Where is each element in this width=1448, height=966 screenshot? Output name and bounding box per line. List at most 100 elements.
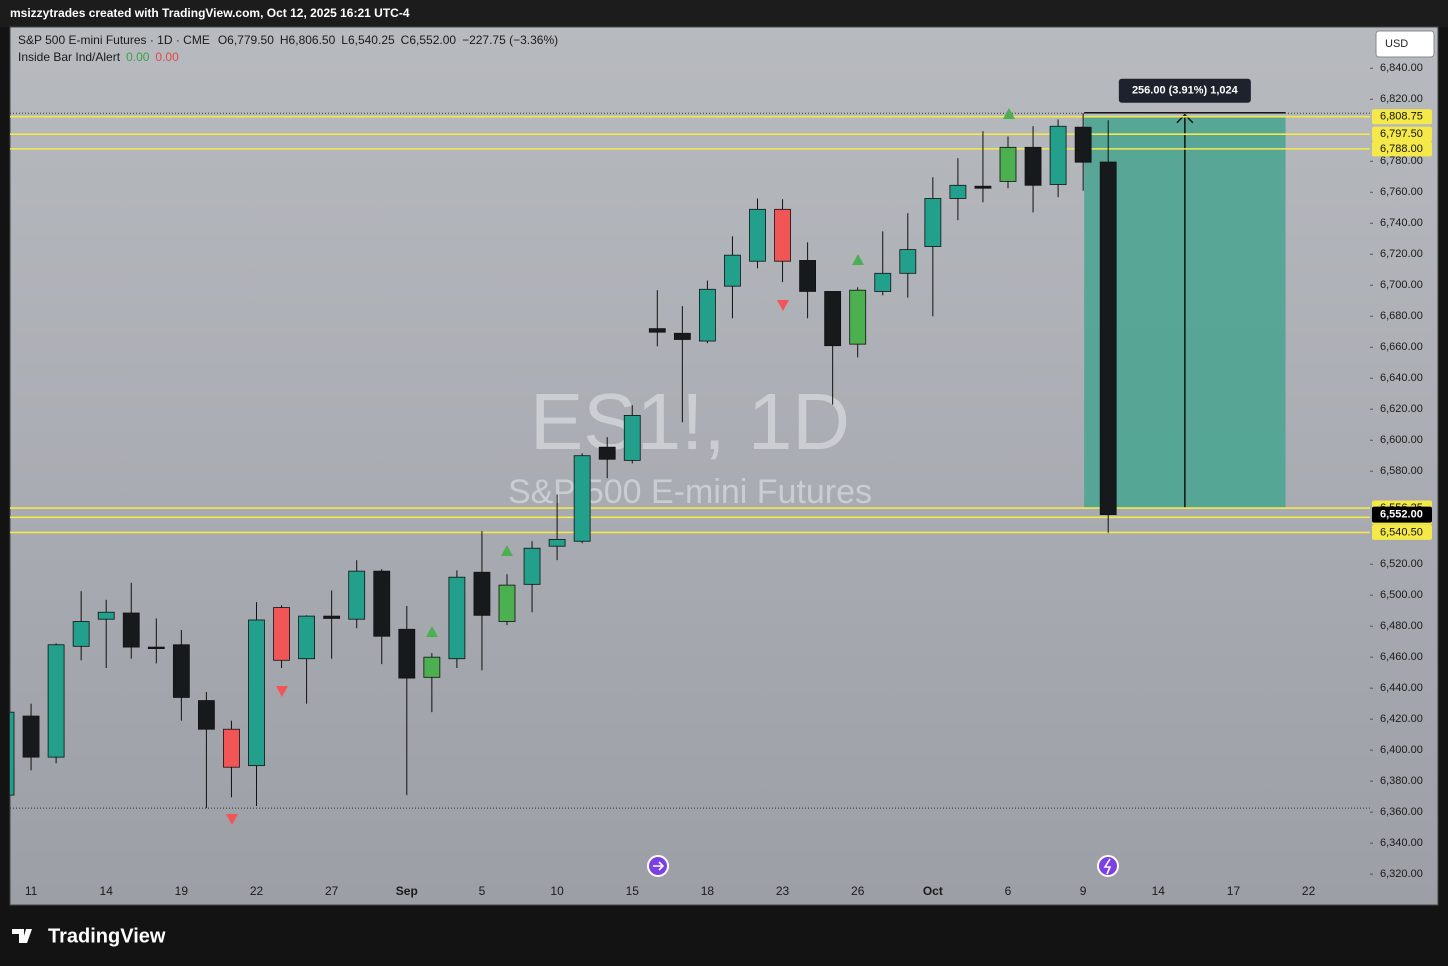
x-tick-label: 17 [1227,884,1241,898]
y-tick-label: 6,320.00 [1380,868,1423,880]
y-tick-label: 6,840.00 [1380,62,1423,74]
candle-body [423,656,441,678]
x-tick-label: 23 [776,884,790,898]
y-tick-label: 6,380.00 [1380,775,1423,787]
y-tick-label: 6,820.00 [1380,93,1423,105]
x-tick-label: 22 [1302,884,1316,898]
y-tick-label: 6,720.00 [1380,248,1423,260]
y-tick-label: 6,600.00 [1380,434,1423,446]
candle-body [1049,125,1067,185]
indicator-name: Inside Bar Ind/Alert [18,50,121,64]
ohlc-high: H6,806.50 [280,33,336,47]
y-tick-label: 6,480.00 [1380,620,1423,632]
ohlc-change: −227.75 (−3.36%) [462,33,558,47]
sell-signal [276,686,288,697]
event-icons [647,855,1119,877]
level-label: 6,808.75 [1380,111,1423,123]
x-tick-label: 15 [626,884,640,898]
y-tick-label: 6,340.00 [1380,837,1423,849]
candle-body [273,607,290,661]
candle-body [1024,146,1042,186]
candle-body [548,538,566,547]
y-tick-label: 6,420.00 [1380,713,1423,725]
y-tick-label: 6,680.00 [1380,310,1423,322]
last-price-box [1372,506,1432,523]
candle-body [10,711,15,796]
y-tick-label: 6,740.00 [1380,217,1423,229]
ohlc-open: O6,779.50 [218,33,274,47]
y-tick-label: 6,400.00 [1380,744,1423,756]
x-tick-label: 27 [325,884,339,898]
banner: msizzytrades created with TradingView.co… [10,6,410,20]
price-axis: 6,840.00 6,820.00 6,780.00 6,760.00 6,740.00… [1370,62,1432,880]
candle-body [974,185,992,189]
top-bar [0,0,1448,27]
indicator-info: Inside Bar Ind/Alert 0.00 0.00 [18,50,179,64]
candle-body [849,289,867,345]
buy-signal [852,254,864,265]
x-tick-label: Sep [396,884,418,898]
candle-body [373,570,391,637]
candle-body [799,260,816,292]
candle-body [72,621,90,647]
x-tick-label: 14 [1152,884,1166,898]
x-tick-label: 22 [250,884,264,898]
x-tick-label: 6 [1005,884,1012,898]
currency-button[interactable] [1375,30,1435,58]
watermark-symbol: ES1!, 1D [530,377,850,466]
candle-body [122,612,140,648]
candle-body [1099,161,1117,515]
y-tick-label: 6,780.00 [1380,155,1423,167]
position-label: 256.00 (3.91%) 1,024 [1132,85,1239,97]
x-tick-label: 9 [1080,884,1087,898]
level-label-box [1372,109,1432,125]
brand-name: TradingView [48,925,166,947]
candle-body [97,611,115,620]
candle-body [573,455,591,542]
position-arrowhead [1176,113,1194,124]
candle-body [47,644,65,758]
currency-label: USD [1385,38,1408,50]
buy-signal [426,626,438,637]
sell-signal [226,814,238,825]
y-tick-label: 6,360.00 [1380,806,1423,818]
y-tick-label: 6,620.00 [1380,403,1423,415]
event-icon[interactable] [1097,855,1119,877]
candle-body [398,628,416,679]
candle-body [648,328,666,333]
x-tick-label: 11 [25,884,38,898]
ohlc-close: C6,552.00 [401,33,457,47]
level-label: 6,788.00 [1380,143,1423,155]
signals [226,108,1015,825]
position-label-box [1118,78,1251,103]
brand-logo [12,929,32,943]
y-tick-label: 6,520.00 [1380,558,1423,570]
candle-body [298,615,316,660]
candle-body [924,198,942,247]
candle-body [623,415,641,461]
y-tick-label: 6,640.00 [1380,372,1423,384]
watermark-name: S&P 500 E-mini Futures [508,473,872,511]
candle-body [598,446,616,460]
candle-body [147,646,165,649]
symbol-info: S&P 500 E-mini Futures · 1D · CME O6,779.… [18,33,558,47]
candle-body [699,288,716,342]
ohlc-low: L6,540.25 [341,33,395,47]
candle-body [323,615,341,619]
candle-body [172,644,190,698]
indicator-value: 0.00 [155,50,179,64]
candle-body [874,272,892,292]
level-label-box [1372,524,1432,540]
level-label-box [1372,126,1432,142]
candle-body [774,208,791,262]
watermark: ES1!, 1D S&P 500 E-mini Futures [508,377,872,511]
symbol: S&P 500 E-mini Futures · 1D · CME [18,33,210,47]
x-tick-label: 18 [701,884,715,898]
candle-body [498,584,516,622]
candle-body [749,208,766,262]
y-tick-label: 6,660.00 [1380,341,1423,353]
candle-body [899,249,917,274]
candle-body [724,254,741,287]
